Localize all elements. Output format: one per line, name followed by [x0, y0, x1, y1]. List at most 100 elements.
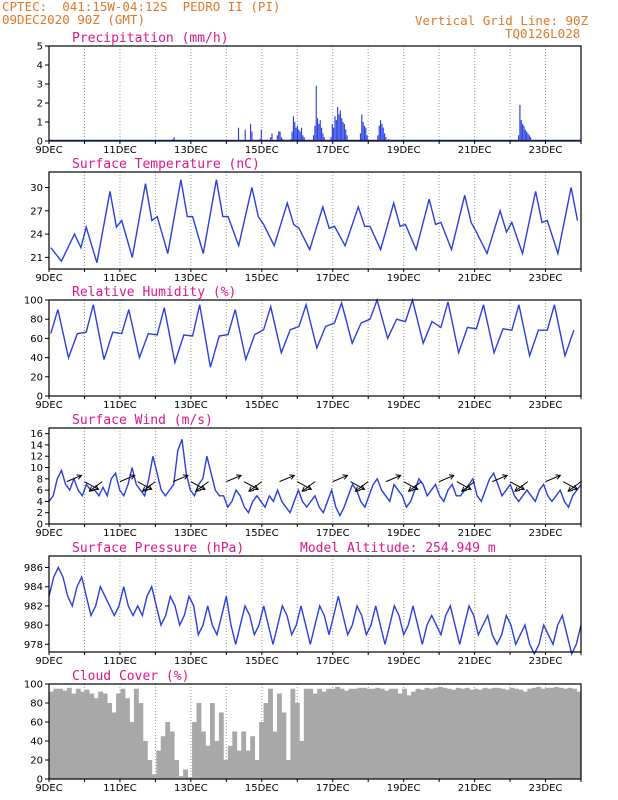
- cloud-bar: [455, 687, 461, 779]
- press-xtick-label: 17DEC: [316, 656, 350, 667]
- precip-bar: [334, 116, 336, 141]
- cloud-bar: [299, 741, 305, 779]
- header-line1-left: CPTEC: 041:15W-04:12S PEDRO II (PI): [2, 0, 281, 14]
- wind-arrow: [567, 481, 582, 492]
- wind-arrow: [332, 474, 348, 483]
- cloud-bar: [379, 688, 385, 779]
- wind-arrow: [509, 481, 525, 490]
- header-line2-right: TQ0126L028: [505, 26, 581, 41]
- cloud-bar: [142, 741, 148, 779]
- cloud-bar: [496, 687, 501, 779]
- wind-arrow-head: [448, 474, 455, 480]
- cloud-bar: [209, 703, 215, 779]
- press-xtick-label: 9DEC: [35, 656, 62, 667]
- wind-arrow: [248, 481, 263, 492]
- precip-xtick-label: 19DEC: [387, 145, 421, 156]
- cloud-bar: [263, 703, 269, 779]
- cloud-bar: [223, 760, 229, 779]
- precip-bar: [295, 127, 297, 141]
- wind-arrow-head: [555, 474, 562, 480]
- cloud-bar: [446, 688, 452, 779]
- cloud-bar: [545, 687, 551, 779]
- wind-arrow: [403, 481, 418, 490]
- precip-bar: [276, 135, 278, 141]
- precip-xtick-label: 23DEC: [529, 145, 563, 156]
- precip-bar: [378, 125, 380, 141]
- precip-bar: [319, 120, 321, 141]
- precip-xtick-label: 17DEC: [316, 145, 350, 156]
- wind-arrow-head: [253, 484, 260, 490]
- cloud-bar: [563, 688, 568, 779]
- precip-bar: [365, 127, 367, 141]
- wind-arrow: [172, 474, 189, 483]
- precip-bar: [321, 127, 323, 141]
- wind-arrow: [243, 481, 259, 490]
- cloud-bar: [183, 769, 188, 779]
- precip-bar: [366, 135, 368, 141]
- cloud-bar: [214, 741, 220, 779]
- precip-bar: [361, 114, 363, 141]
- cloud-bar: [415, 688, 421, 779]
- cloud-bar: [361, 687, 367, 779]
- rh-ytick-label: 60: [30, 334, 43, 345]
- precip-bar: [244, 129, 246, 141]
- precip-panel: Precipitation (mm/h) 0 1 2 3 4 5 9DEC 11DEC 13DEC…: [35, 31, 582, 156]
- cloud-bar: [138, 703, 144, 779]
- cloud-bar: [147, 760, 153, 779]
- cloud-bar: [174, 760, 180, 779]
- cloud-bar: [402, 688, 408, 779]
- wind-arrow-head: [395, 474, 402, 480]
- cloud-bar: [294, 703, 300, 779]
- cloud-bar: [285, 760, 291, 779]
- wind-xtick-label: 9DEC: [35, 528, 62, 539]
- precip-bar: [379, 120, 382, 141]
- temp-title: Surface Temperature (nC): [72, 157, 260, 172]
- precip-bar: [318, 123, 320, 141]
- precip-bar: [526, 131, 528, 141]
- cloud-title: Cloud Cover (%): [72, 669, 189, 684]
- cloud-bar: [116, 693, 121, 779]
- cloud-xtick-label: 15DEC: [245, 783, 279, 794]
- cloud-bar: [397, 693, 403, 779]
- cloud-bar: [125, 698, 130, 779]
- wind-arrow-head: [236, 474, 243, 480]
- precip-bar: [296, 125, 299, 141]
- cloud-bar: [411, 691, 416, 779]
- precip-bar: [337, 106, 339, 141]
- cloud-bar: [554, 686, 560, 779]
- wind-arrow: [563, 481, 578, 490]
- precip-bar: [528, 135, 530, 141]
- wind-arrow-head: [306, 484, 313, 490]
- temp-ytick-label: 21: [30, 253, 43, 264]
- cloud-bar: [57, 688, 63, 779]
- wind-ytick-label: 0: [37, 520, 43, 531]
- wind-arrow-head: [407, 486, 414, 492]
- cloud-bar: [357, 687, 363, 779]
- cloud-bar: [469, 689, 475, 779]
- cloud-bar: [576, 691, 582, 779]
- cloud-bar: [500, 688, 506, 779]
- precip-bar: [381, 123, 383, 141]
- temp-ytick-label: 27: [30, 206, 43, 217]
- wind-arrow-head: [182, 474, 189, 480]
- cloud-bar: [540, 688, 546, 779]
- precip-bar: [314, 125, 316, 141]
- precip-title: Precipitation (mm/h): [72, 31, 229, 46]
- cloud-bar: [348, 688, 354, 779]
- cloud-bar: [66, 687, 72, 779]
- cloud-bar: [388, 688, 394, 779]
- wind-arrow: [84, 481, 99, 490]
- wind-arrow-head: [248, 486, 255, 492]
- precip-bar: [317, 118, 319, 141]
- cloud-bar: [178, 776, 184, 779]
- precip-bar: [382, 127, 384, 141]
- precip-ytick-label: 1: [37, 118, 43, 129]
- wind-arrow: [514, 481, 529, 492]
- rh-ytick-label: 20: [30, 372, 43, 383]
- cloud-ytick-label: 0: [37, 775, 43, 786]
- precip-bar: [331, 123, 333, 141]
- temp-frame: [48, 171, 582, 270]
- cloud-bar: [393, 688, 399, 779]
- wind-arrow: [137, 481, 152, 490]
